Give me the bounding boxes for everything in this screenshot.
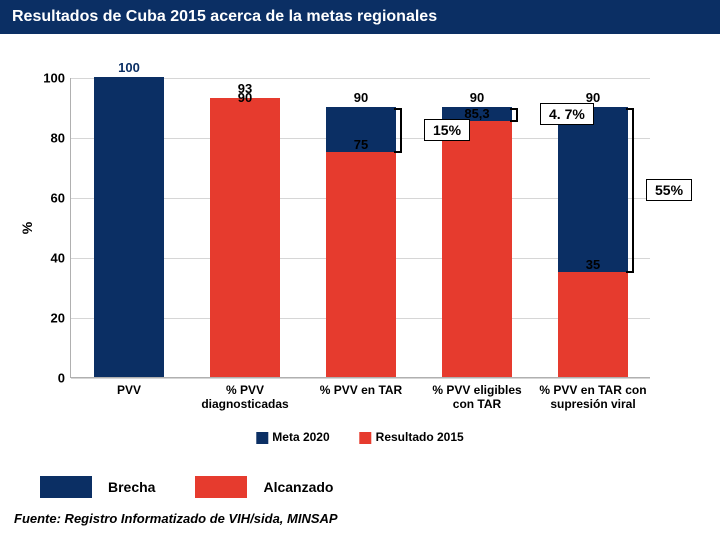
annotation-box: 4. 7%: [540, 103, 594, 125]
legend-swatch: [195, 476, 247, 498]
bar-value-resultado: 75: [354, 137, 368, 152]
category-label: % PVV en TAR: [306, 377, 416, 397]
bracket: [516, 108, 518, 122]
bar-resultado: [558, 272, 628, 377]
bar-resultado: [326, 152, 396, 377]
bar-meta: [94, 77, 164, 377]
annotation-box: 55%: [646, 179, 692, 201]
legend-label: Brecha: [108, 479, 155, 495]
y-tick-label: 80: [51, 131, 71, 146]
legend-item: Resultado 2015: [360, 430, 464, 444]
annotation-box: 15%: [424, 119, 470, 141]
y-tick-label: 20: [51, 311, 71, 326]
bracket: [400, 108, 402, 153]
title-text: Resultados de Cuba 2015 acerca de la met…: [12, 8, 437, 25]
bar-meta: [558, 107, 628, 272]
source-text: Fuente: Registro Informatizado de VIH/si…: [14, 511, 338, 526]
y-tick-label: 0: [58, 371, 71, 386]
bar-chart: % 020406080100100PVV9093% PVV diagnostic…: [70, 78, 650, 378]
legend-swatch: [40, 476, 92, 498]
plot-area: 020406080100100PVV9093% PVV diagnosticad…: [71, 78, 650, 377]
bar-value-meta: 100: [118, 60, 140, 75]
y-tick-label: 60: [51, 191, 71, 206]
y-tick-label: 40: [51, 251, 71, 266]
bar-resultado: [210, 98, 280, 377]
bar-value-resultado: 35: [586, 257, 600, 272]
category-label: % PVV diagnosticadas: [190, 377, 300, 412]
y-axis-label: %: [19, 221, 35, 233]
bar-value-meta: 90: [354, 90, 368, 105]
legend-label: Alcanzado: [263, 479, 333, 495]
category-label: PVV: [74, 377, 184, 397]
bracket: [632, 108, 634, 273]
category-label: % PVV en TAR con supresión viral: [538, 377, 648, 412]
bar-value-meta: 90: [470, 90, 484, 105]
page-title: Resultados de Cuba 2015 acerca de la met…: [0, 0, 720, 34]
gap-legend: Brecha Alcanzado: [40, 476, 357, 498]
bar-resultado: [442, 121, 512, 377]
y-tick-label: 100: [43, 71, 71, 86]
legend-item: Meta 2020: [256, 430, 329, 444]
category-label: % PVV eligibles con TAR: [422, 377, 532, 412]
chart-series-legend: Meta 2020 Resultado 2015: [256, 430, 463, 444]
bar-value-resultado: 93: [238, 81, 252, 96]
